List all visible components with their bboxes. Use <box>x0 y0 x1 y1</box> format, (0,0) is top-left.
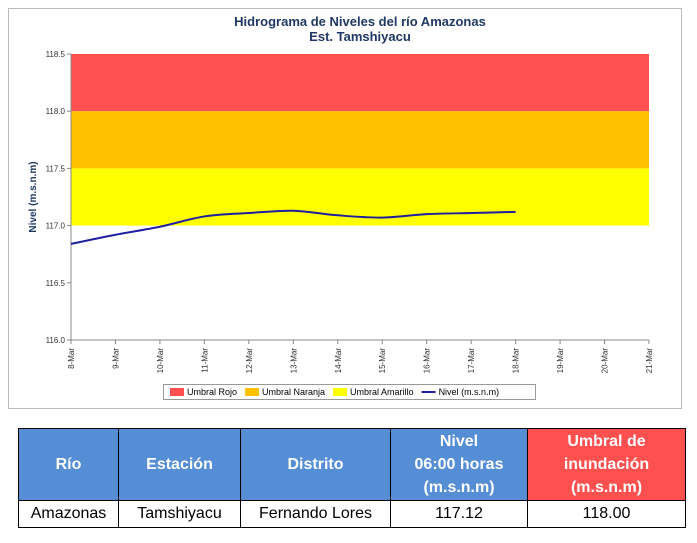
x-tick-label: 17-Mar <box>467 348 476 374</box>
legend-label: Umbral Amarillo <box>350 387 414 397</box>
threshold-band <box>71 111 649 169</box>
data-cell: 117.12 <box>390 500 528 528</box>
legend-swatch <box>333 388 348 396</box>
y-tick-label: 117.0 <box>46 222 66 231</box>
legend-label: Umbral Rojo <box>187 387 237 397</box>
chart-title: Est. Tamshiyacu <box>309 29 411 44</box>
legend-label: Umbral Naranja <box>262 387 325 397</box>
y-tick-label: 118.0 <box>46 107 66 116</box>
header-line: Estación <box>146 456 213 473</box>
x-tick-label: 14-Mar <box>334 348 343 374</box>
header-line: Nivel <box>439 433 479 450</box>
x-tick-label: 19-Mar <box>556 348 565 374</box>
x-tick-label: 13-Mar <box>289 348 298 374</box>
y-tick-label: 118.5 <box>46 50 66 59</box>
data-cell: Tamshiyacu <box>118 500 241 528</box>
header-cell: Estación <box>118 428 241 501</box>
threshold-band <box>71 54 649 112</box>
chart-title: Hidrograma de Niveles del río Amazonas <box>234 14 486 29</box>
x-tick-label: 18-Mar <box>512 348 521 374</box>
legend-swatch <box>170 388 184 396</box>
header-line: 06:00 horas <box>414 456 504 473</box>
header-cell: Río <box>18 428 119 501</box>
x-tick-label: 11-Mar <box>200 348 209 373</box>
y-axis-label: Nivel (m.s.n.m) <box>28 161 39 232</box>
header-line: Río <box>55 456 82 473</box>
header-cell: Distrito <box>240 428 391 501</box>
data-row: Amazonas Tamshiyacu Fernando Lores 117.12 11… <box>18 500 686 528</box>
x-tick-label: 21-Mar <box>645 348 654 374</box>
x-tick-label: 16-Mar <box>423 348 432 374</box>
header-row: Río Estación Distrito Nivel 06:00 horas (m.s.… <box>18 428 686 501</box>
x-tick-label: 15-Mar <box>378 348 387 374</box>
header-cell: Nivel 06:00 horas (m.s.n.m) <box>390 428 528 501</box>
level-line <box>70 209 516 245</box>
data-table: Río Estación Distrito Nivel 06:00 horas (m.s.… <box>18 428 686 528</box>
data-cell: Fernando Lores <box>240 500 391 528</box>
x-tick-label: 8-Mar <box>67 348 76 369</box>
header-line: inundación <box>563 456 650 473</box>
legend-label: Nivel (m.s.n.m) <box>439 387 500 397</box>
data-cell: Amazonas <box>18 500 119 528</box>
y-tick-label: 116.0 <box>46 336 66 345</box>
y-tick-label: 116.5 <box>46 279 66 288</box>
data-cell: 118.00 <box>527 500 686 528</box>
header-line: Umbral de <box>567 433 646 450</box>
header-line: (m.s.n.m) <box>570 479 643 496</box>
header-line: Distrito <box>287 456 344 473</box>
chart: Hidrograma de Niveles del río AmazonasEs… <box>8 8 682 409</box>
header-line: (m.s.n.m) <box>423 479 495 496</box>
x-tick-label: 10-Mar <box>156 348 165 374</box>
legend-swatch <box>245 388 260 396</box>
header-cell: Umbral de inundación (m.s.n.m) <box>527 428 686 501</box>
legend: Umbral Rojo Umbral Naranja Umbral Amarillo… <box>163 384 536 400</box>
y-tick-label: 117.5 <box>46 164 66 173</box>
x-tick-label: 12-Mar <box>245 348 254 374</box>
x-tick-label: 20-Mar <box>601 348 610 374</box>
x-tick-label: 9-Mar <box>111 348 120 369</box>
